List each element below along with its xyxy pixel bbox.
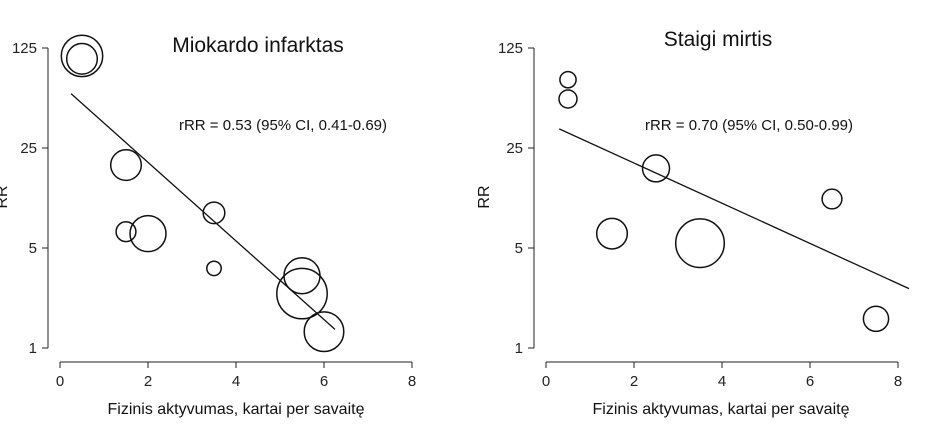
- x-axis-label: Fizinis aktyvumas, kartai per savaitę: [108, 401, 365, 418]
- x-tick-label: 2: [144, 373, 152, 390]
- data-point-bubble: [674, 218, 726, 269]
- y-tick-label: 5: [515, 240, 523, 257]
- data-point-bubble: [641, 154, 671, 183]
- points-layer: [558, 70, 890, 333]
- data-point-bubble: [821, 188, 843, 210]
- chart-panel-staigi-mirtis: Staigi mirtis rRR = 0.70 (95% CI, 0.50-0…: [476, 28, 910, 418]
- y-axis-label: RR: [476, 185, 493, 208]
- y-tick-label: 125: [498, 40, 523, 57]
- y-tick-label: 1: [29, 340, 37, 357]
- y-tick-label: 25: [20, 140, 37, 157]
- data-point-bubble: [109, 149, 143, 182]
- y-tick-label: 5: [29, 240, 37, 257]
- trend-layer: [558, 128, 910, 290]
- chart-title: Miokardo infarktas: [172, 34, 344, 57]
- x-tick-label: 4: [718, 373, 726, 390]
- trend-line: [558, 128, 910, 290]
- data-point-bubble: [559, 70, 577, 89]
- data-point-bubble: [862, 305, 890, 333]
- data-point-bubble: [283, 256, 321, 295]
- chart-annotation: rRR = 0.53 (95% CI, 0.41-0.69): [179, 117, 387, 134]
- x-axis-label: Fizinis aktyvumas, kartai per savaitę: [593, 401, 850, 418]
- x-tick-label: 0: [542, 373, 550, 390]
- axes: 1 5 25 125 0 2 4 6 8: [498, 40, 902, 390]
- x-tick-label: 4: [232, 373, 240, 390]
- data-point-bubble: [206, 260, 222, 277]
- chart-panel-miokardo-infarktas: Miokardo infarktas rRR = 0.53 (95% CI, 0…: [0, 34, 416, 418]
- axes: 1 5 25 125 0 2 4 6 8: [12, 40, 416, 390]
- y-tick-label: 125: [12, 40, 37, 57]
- data-point-bubble: [558, 89, 578, 109]
- data-point-bubble: [276, 267, 328, 320]
- x-tick-label: 8: [894, 373, 902, 390]
- x-tick-label: 2: [630, 373, 638, 390]
- data-point-bubble: [303, 311, 345, 353]
- chart-title: Staigi mirtis: [664, 28, 773, 51]
- data-point-bubble: [595, 217, 629, 250]
- data-point-bubble: [115, 221, 137, 243]
- x-tick-label: 8: [408, 373, 416, 390]
- data-point-bubble: [202, 201, 226, 225]
- x-tick-label: 6: [806, 373, 814, 390]
- points-layer: [60, 34, 345, 353]
- y-tick-label: 25: [506, 140, 523, 157]
- y-tick-label: 1: [515, 340, 523, 357]
- data-point-bubble: [129, 214, 167, 253]
- y-axis-label: RR: [0, 185, 11, 208]
- x-tick-label: 6: [320, 373, 328, 390]
- data-point-bubble: [65, 42, 99, 75]
- x-tick-label: 0: [56, 373, 64, 390]
- data-point-bubble: [60, 34, 104, 78]
- chart-annotation: rRR = 0.70 (95% CI, 0.50-0.99): [645, 117, 853, 134]
